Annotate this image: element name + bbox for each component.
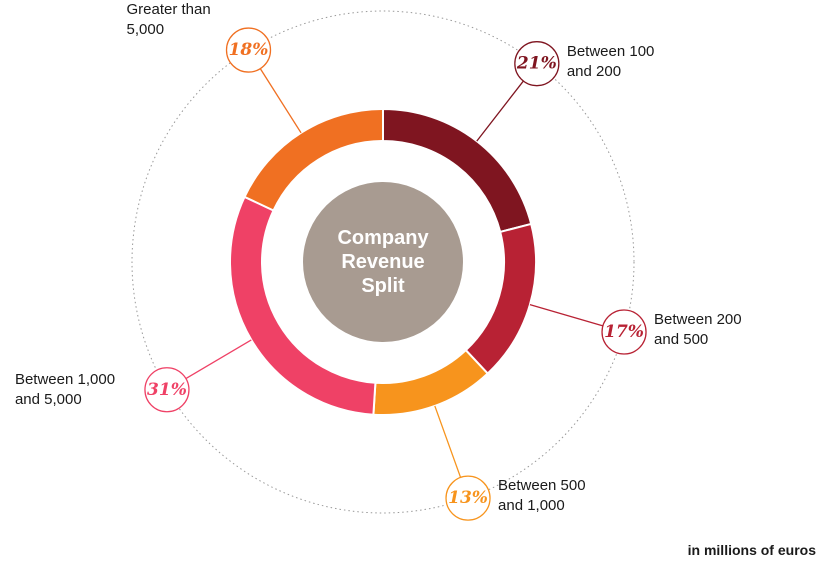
category-label: Between 100 and 200 <box>566 42 655 80</box>
chart-title: Company Revenue Split <box>337 227 429 297</box>
category-label: Between 500 and 1,000 <box>498 477 586 515</box>
percent-label: 17% <box>604 322 644 342</box>
category-label: Greater than 5,000 <box>126 1 211 39</box>
leader-line <box>529 304 604 327</box>
percent-bubble <box>514 41 560 87</box>
donut-segment <box>464 222 537 375</box>
category-label: Between 1,000 and 5,000 <box>14 370 116 408</box>
dotted-ring <box>131 10 635 514</box>
percent-bubble <box>144 367 190 413</box>
percent-label: 31% <box>147 380 187 400</box>
percent-label: 13% <box>448 488 488 508</box>
leader-line <box>434 405 462 478</box>
footnote: in millions of euros <box>687 542 816 558</box>
category-label: Between 200 and 500 <box>654 311 742 349</box>
leader-line <box>259 68 302 134</box>
donut-segment <box>372 348 490 416</box>
percent-bubble <box>225 27 272 73</box>
percent-bubble <box>601 309 647 355</box>
leader-line <box>476 80 524 142</box>
donut-segment <box>243 107 384 212</box>
percent-label: 21% <box>516 54 557 74</box>
leader-line <box>185 339 252 380</box>
center-circle <box>303 182 463 342</box>
percent-label: 18% <box>229 40 269 60</box>
percent-bubble <box>445 475 491 521</box>
